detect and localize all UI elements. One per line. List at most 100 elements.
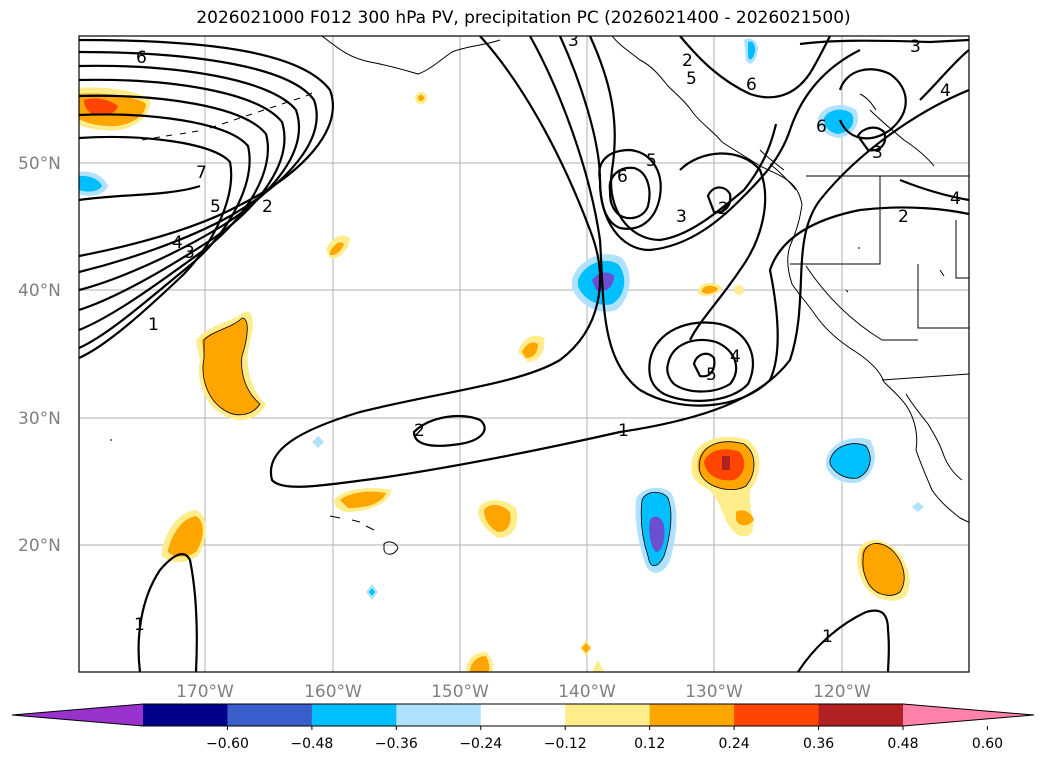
colorbar-segment (227, 704, 313, 726)
lat-label-40n: 40°N (18, 281, 61, 301)
contour-label: 4 (730, 347, 741, 367)
contour-line (692, 352, 716, 378)
lon-label-120w: 120°W (813, 682, 871, 702)
lat-label-30n: 30°N (18, 409, 61, 429)
contour-label: 1 (822, 627, 833, 647)
contour-label: 4 (950, 189, 961, 209)
precip-area (79, 175, 102, 192)
border (881, 373, 969, 381)
precip-area (340, 491, 386, 508)
colorbar-segment (396, 704, 482, 726)
contour-line (679, 152, 767, 341)
lat-label-50n: 50°N (18, 154, 61, 174)
colorbar-segment (649, 704, 735, 726)
precip-area (168, 516, 203, 557)
contour-line (79, 64, 301, 292)
colorbar-tick-label: 0.12 (634, 736, 665, 752)
contour-line (79, 78, 286, 312)
contour-label: 5 (686, 69, 697, 89)
colorbar-outline (11, 703, 1035, 727)
lon-label-170w: 170°W (176, 682, 234, 702)
contour-label: 2 (414, 421, 425, 441)
lon-label-130w: 130°W (685, 682, 743, 702)
pv-contours (79, 36, 969, 672)
contour-label: 3 (676, 207, 687, 227)
contour-label: 5 (210, 197, 221, 217)
colorbar-segment (565, 704, 651, 726)
precip-area (522, 342, 538, 358)
contour-line (797, 609, 890, 672)
precip-area (369, 588, 375, 596)
contour-line (79, 184, 201, 202)
precip-area (312, 436, 324, 448)
contour-line (79, 113, 251, 350)
contour-label: 3 (184, 243, 195, 263)
gridlines (79, 36, 969, 672)
coastline (321, 36, 501, 75)
contour-line (529, 36, 969, 407)
islands (110, 247, 945, 441)
colorbar-tick-label: −0.36 (375, 736, 418, 752)
coastline (787, 203, 969, 523)
colorbar-segment (143, 704, 228, 726)
contour-line (838, 68, 907, 140)
chart-title: 2026021000 F012 300 hPa PV, precipitatio… (196, 8, 851, 28)
colorbar-tick-label: −0.24 (459, 736, 502, 752)
contour-line (919, 49, 969, 101)
contour-label: 2 (718, 199, 729, 219)
contour-line (558, 36, 861, 252)
contour-line (79, 94, 269, 332)
precip-area (330, 242, 344, 256)
coastline (859, 93, 935, 167)
precip-area (84, 98, 118, 116)
coastlines (110, 36, 969, 555)
contour-line (79, 135, 233, 360)
precip-area (722, 456, 730, 470)
precip-shading (79, 38, 924, 672)
contour-line (799, 38, 969, 46)
contour-label: 5 (646, 151, 657, 171)
precip-area (734, 285, 744, 295)
colorbar-segment (480, 704, 566, 726)
colorbar-tick-label: 0.36 (803, 736, 834, 752)
contour-label: 1 (148, 315, 159, 335)
contour-line (412, 414, 486, 447)
contour-label: 6 (617, 167, 628, 187)
contour-line (588, 36, 778, 242)
contour-label: 4 (172, 233, 183, 253)
colorbar-extend-max (903, 704, 1034, 726)
precip-area (830, 443, 871, 479)
coastline (905, 393, 963, 481)
contour-line (137, 553, 198, 672)
border (955, 220, 969, 279)
contour-line (648, 321, 755, 402)
contour-label: 2 (262, 197, 273, 217)
precip-area (861, 543, 905, 596)
contour-labels: 6 7 5 4 3 2 1 3 6 5 3 2 6 2 4 5 2 1 1 1 … (134, 31, 961, 647)
precip-area (912, 502, 924, 512)
border (805, 265, 918, 341)
contour-line (856, 126, 887, 152)
lat-label-20n: 20°N (18, 536, 61, 556)
contour-label: 3 (872, 143, 883, 163)
contour-label: 5 (706, 365, 717, 385)
lon-label-160w: 160°W (304, 682, 362, 702)
hawaii-islands (329, 515, 399, 555)
lat-axis: 50°N 40°N 30°N 20°N (18, 154, 61, 556)
colorbar-tick-label: 0.48 (887, 736, 918, 752)
lon-label-140w: 140°W (558, 682, 616, 702)
precip-area (470, 656, 490, 672)
precip-area (649, 516, 665, 552)
contour-label: 3 (568, 31, 579, 51)
contour-label: 4 (940, 81, 951, 101)
contour-label: 6 (136, 48, 147, 68)
colorbar-segment (818, 704, 904, 726)
map-frame (78, 35, 970, 673)
contour-label: 1 (134, 615, 145, 635)
precip-area (748, 41, 756, 60)
colorbar-tick-label: 0.60 (972, 736, 1003, 752)
lon-axis: 170°W 160°W 150°W 140°W 130°W 120°W (176, 682, 871, 702)
colorbar-tick-label: −0.12 (544, 736, 587, 752)
contour-line (666, 338, 738, 393)
